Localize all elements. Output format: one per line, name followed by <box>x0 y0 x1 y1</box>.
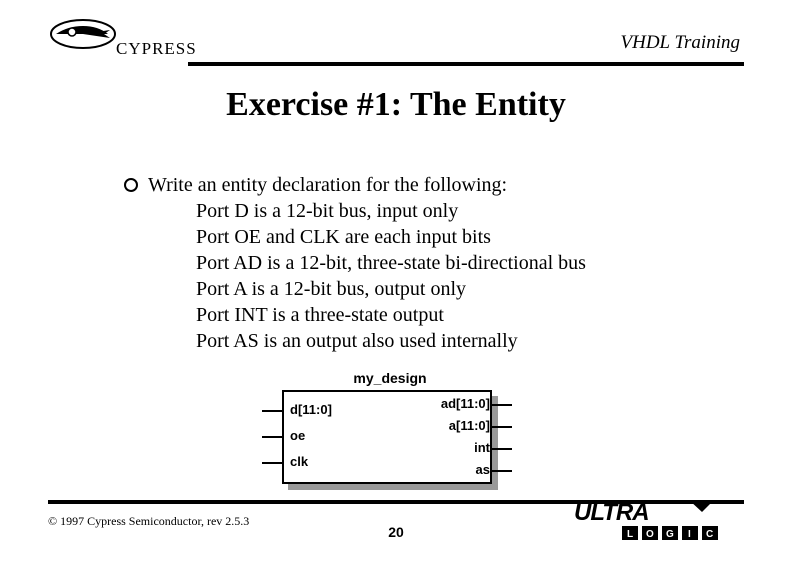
header-rule <box>188 62 744 66</box>
svg-text:O: O <box>646 529 654 540</box>
port-label-left: d[11:0] <box>290 402 332 417</box>
svg-text:I: I <box>688 529 691 540</box>
wire-in <box>262 436 282 438</box>
bullet-icon <box>124 178 138 192</box>
header-course-title: VHDL Training <box>621 32 741 54</box>
svg-text:G: G <box>666 529 674 540</box>
list-item: Port AS is an output also used internall… <box>196 328 586 354</box>
page-title: Exercise #1: The Entity <box>0 86 792 124</box>
brand-text: CYPRESS <box>116 39 197 58</box>
bullet-item: Write an entity declaration for the foll… <box>124 172 586 198</box>
svg-text:L: L <box>627 529 633 540</box>
list-item: Port A is a 12-bit bus, output only <box>196 276 586 302</box>
list-item: Port AD is a 12-bit, three-state bi-dire… <box>196 250 586 276</box>
wire-out <box>492 470 512 472</box>
cypress-logo: CYPRESS <box>48 18 198 67</box>
svg-text:ULTRA: ULTRA <box>574 499 649 526</box>
entity-box: d[11:0] oe clk ad[11:0] a[11:0] int as <box>282 390 498 490</box>
diagram-title: my_design <box>270 370 510 386</box>
list-item: Port INT is a three-state output <box>196 302 586 328</box>
entity-diagram: my_design d[11:0] oe clk ad[11:0] a[11:0… <box>270 370 510 490</box>
wire-in <box>262 462 282 464</box>
port-label-left: oe <box>290 428 305 443</box>
port-label-right: int <box>474 440 490 455</box>
wire-out <box>492 448 512 450</box>
port-label-left: clk <box>290 454 308 469</box>
list-item: Port D is a 12-bit bus, input only <box>196 198 586 224</box>
port-label-right: a[11:0] <box>449 418 490 433</box>
list-item: Port OE and CLK are each input bits <box>196 224 586 250</box>
port-label-right: as <box>476 462 490 477</box>
bullet-text: Write an entity declaration for the foll… <box>148 172 507 198</box>
wire-in <box>262 410 282 412</box>
ultra-logic-logo: ULTRA L O G I C <box>574 498 744 547</box>
wire-out <box>492 404 512 406</box>
wire-out <box>492 426 512 428</box>
header: CYPRESS VHDL Training <box>48 18 744 70</box>
port-label-right: ad[11:0] <box>441 396 490 411</box>
svg-text:C: C <box>706 529 713 540</box>
content-block: Write an entity declaration for the foll… <box>124 172 586 354</box>
port-list: Port D is a 12-bit bus, input only Port … <box>196 198 586 354</box>
